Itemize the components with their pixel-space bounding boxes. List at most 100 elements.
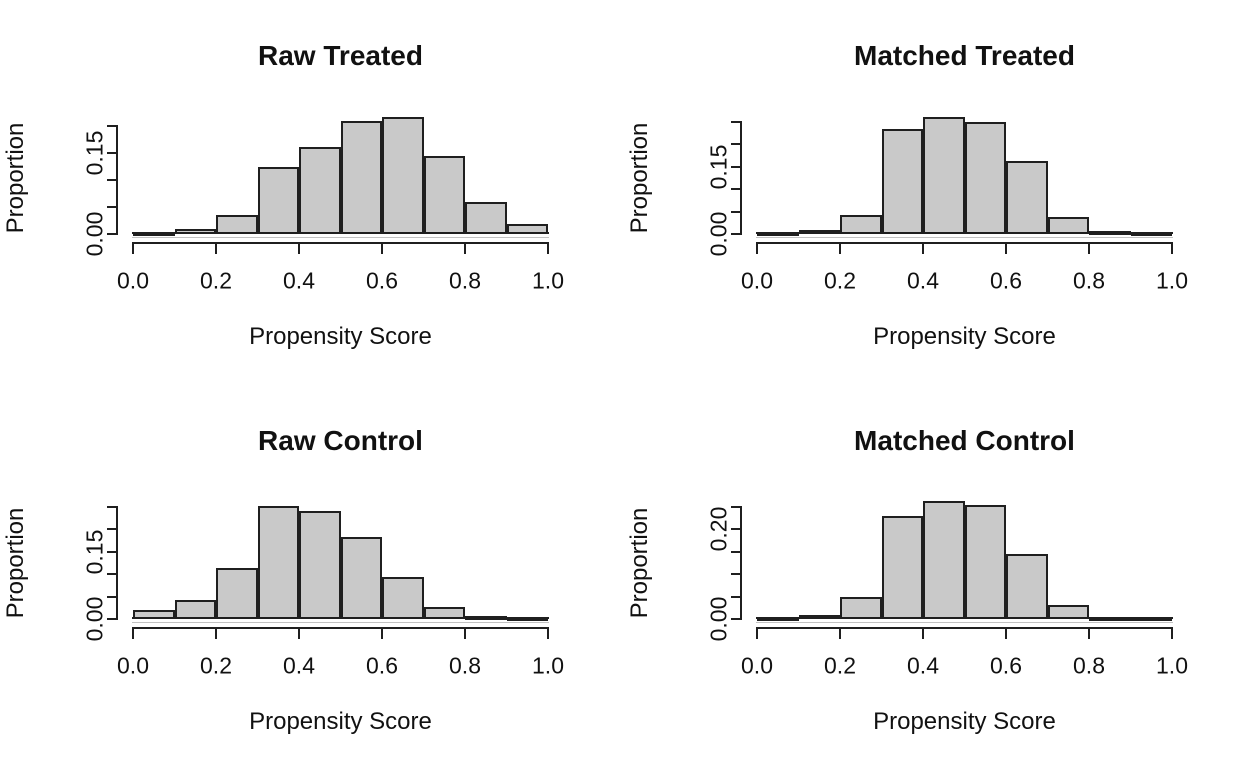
histogram-bar	[216, 567, 258, 619]
x-axis-label: Propensity Score	[873, 323, 1056, 350]
x-tick-label: 0.2	[824, 652, 856, 679]
x-axis-line	[756, 242, 1173, 244]
y-tick	[731, 165, 741, 168]
x-tick	[839, 627, 841, 639]
x-tick-label: 0.4	[907, 267, 939, 294]
baseline-shadow	[756, 237, 1173, 238]
x-tick-label: 0.4	[283, 267, 315, 294]
x-tick	[298, 242, 300, 254]
baseline-shadow	[132, 237, 549, 238]
panel-title: Raw Treated	[258, 40, 423, 71]
histogram-baseline	[756, 617, 1173, 619]
baseline-shadow	[132, 622, 549, 623]
x-tick-label: 0.0	[117, 652, 149, 679]
x-tick	[298, 627, 300, 639]
histogram-bar	[923, 116, 965, 234]
x-tick	[464, 242, 466, 254]
histogram-bar	[340, 120, 382, 234]
x-tick	[756, 627, 758, 639]
y-tick	[107, 206, 117, 208]
x-tick-label: 0.6	[366, 267, 398, 294]
y-axis-line	[740, 121, 742, 235]
y-tick	[107, 152, 117, 154]
histogram-bar	[840, 597, 882, 619]
histogram-bar	[465, 201, 507, 234]
x-tick	[547, 242, 549, 254]
histogram-baseline	[132, 232, 549, 234]
x-tick	[1171, 242, 1173, 254]
x-tick-label: 0.2	[200, 652, 232, 679]
y-tick-label: 0.00	[705, 596, 732, 642]
x-tick-label: 1.0	[532, 652, 564, 679]
histogram-baseline	[132, 617, 549, 619]
y-tick	[107, 506, 117, 508]
x-tick	[215, 627, 217, 639]
x-tick	[1005, 627, 1007, 639]
x-tick	[132, 242, 134, 254]
y-tick	[107, 573, 117, 576]
y-axis-label: Proportion	[2, 122, 29, 234]
x-tick	[547, 627, 549, 639]
y-tick	[107, 233, 117, 235]
x-tick	[756, 242, 758, 254]
x-tick-label: 0.4	[907, 652, 939, 679]
y-tick	[731, 618, 741, 620]
x-tick	[215, 242, 217, 254]
y-tick	[731, 528, 741, 531]
x-axis-label: Propensity Score	[249, 323, 432, 350]
panel-matched-treated: Matched Treated Proportion Propensity Sc…	[624, 0, 1248, 385]
y-tick	[107, 595, 117, 598]
x-tick-label: 0.8	[1073, 652, 1105, 679]
x-tick	[132, 627, 134, 639]
histogram-bar	[964, 505, 1006, 619]
histogram-bar	[923, 501, 965, 619]
y-tick	[731, 188, 741, 191]
y-axis-label: Proportion	[2, 507, 29, 619]
x-tick-label: 0.2	[824, 267, 856, 294]
y-tick	[731, 143, 741, 146]
x-axis-line	[132, 627, 549, 629]
x-tick-label: 0.0	[117, 267, 149, 294]
y-tick-label: 0.15	[705, 144, 732, 190]
y-axis-line	[116, 125, 118, 235]
x-tick	[1088, 242, 1090, 254]
histogram-bar	[340, 537, 382, 619]
histogram-bar	[881, 515, 923, 619]
y-tick	[731, 506, 741, 508]
histogram-baseline	[756, 232, 1173, 234]
x-tick	[1088, 627, 1090, 639]
baseline-shadow	[756, 622, 1173, 623]
histogram-bar	[382, 577, 424, 619]
y-tick	[731, 233, 741, 235]
y-tick	[731, 210, 741, 213]
x-tick	[381, 627, 383, 639]
y-tick	[731, 595, 741, 598]
x-tick	[922, 627, 924, 639]
panel-raw-treated: Raw Treated Proportion Propensity Score …	[0, 0, 624, 385]
y-axis-label: Proportion	[626, 122, 653, 234]
histogram-bar	[257, 506, 299, 619]
y-axis-label: Proportion	[626, 507, 653, 619]
x-axis-label: Propensity Score	[249, 708, 432, 735]
x-tick	[922, 242, 924, 254]
y-tick	[107, 550, 117, 553]
y-tick-label: 0.15	[81, 130, 108, 176]
x-tick	[381, 242, 383, 254]
histogram-bar	[964, 121, 1006, 234]
x-tick-label: 0.6	[366, 652, 398, 679]
y-tick	[107, 125, 117, 127]
y-tick-label: 0.00	[81, 211, 108, 257]
panel-title: Matched Control	[854, 425, 1075, 456]
x-tick	[1005, 242, 1007, 254]
x-tick-label: 0.8	[449, 267, 481, 294]
x-tick-label: 0.6	[990, 267, 1022, 294]
y-tick	[731, 121, 741, 123]
x-tick-label: 1.0	[1156, 652, 1188, 679]
x-tick	[1171, 627, 1173, 639]
x-tick-label: 0.0	[741, 652, 773, 679]
histogram-bar	[881, 128, 923, 234]
y-tick	[107, 618, 117, 620]
y-tick	[107, 528, 117, 531]
panel-title: Matched Treated	[854, 40, 1075, 71]
